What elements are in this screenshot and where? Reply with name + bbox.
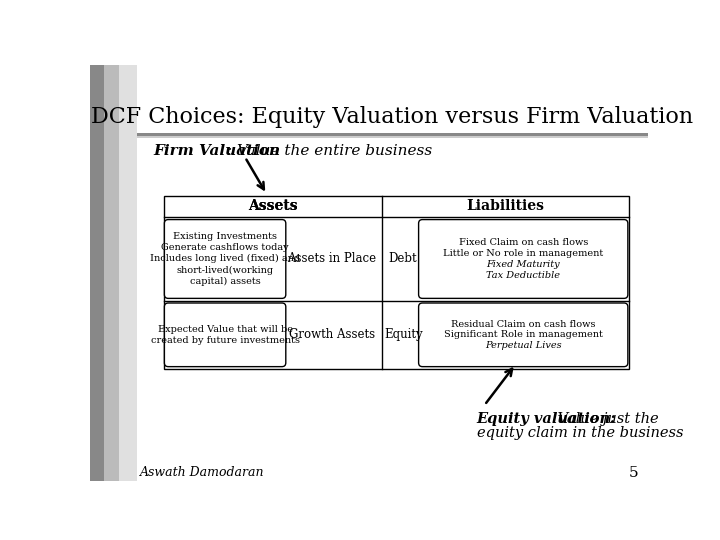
Bar bbox=[137, 136, 648, 138]
Text: Debt: Debt bbox=[388, 253, 417, 266]
Text: Tax Deductible: Tax Deductible bbox=[486, 271, 560, 280]
Text: Aswath Damodaran: Aswath Damodaran bbox=[140, 467, 265, 480]
Text: DCF Choices: Equity Valuation versus Firm Valuation: DCF Choices: Equity Valuation versus Fir… bbox=[91, 106, 693, 128]
FancyBboxPatch shape bbox=[164, 303, 286, 367]
Text: Growth Assets: Growth Assets bbox=[289, 328, 375, 341]
Bar bbox=[163, 195, 629, 369]
Text: Assets: Assets bbox=[248, 199, 297, 213]
Text: : Value the entire business: : Value the entire business bbox=[228, 144, 433, 158]
Text: Equity: Equity bbox=[384, 328, 423, 341]
Text: Equity valuation:: Equity valuation: bbox=[477, 412, 616, 426]
Text: Assets in Place: Assets in Place bbox=[287, 253, 377, 266]
Bar bbox=[104, 65, 120, 481]
Text: Liabilities: Liabilities bbox=[467, 199, 544, 213]
Bar bbox=[90, 65, 104, 481]
Text: Residual Claim on cash flows: Residual Claim on cash flows bbox=[451, 320, 595, 328]
Text: 5: 5 bbox=[629, 466, 639, 480]
Text: Value just the: Value just the bbox=[553, 412, 658, 426]
Bar bbox=[120, 65, 137, 481]
FancyBboxPatch shape bbox=[418, 220, 628, 299]
Text: Perpetual Lives: Perpetual Lives bbox=[485, 341, 562, 350]
Text: equity claim in the business: equity claim in the business bbox=[477, 426, 683, 440]
Text: Little or No role in management: Little or No role in management bbox=[443, 249, 603, 258]
Text: Fixed Claim on cash flows: Fixed Claim on cash flows bbox=[459, 238, 588, 247]
FancyBboxPatch shape bbox=[418, 303, 628, 367]
Text: Fixed Maturity: Fixed Maturity bbox=[487, 260, 560, 269]
Text: Assets: Assets bbox=[248, 199, 297, 213]
Text: Firm Valuation: Firm Valuation bbox=[153, 144, 281, 158]
Text: Significant Role in management: Significant Role in management bbox=[444, 330, 603, 339]
FancyBboxPatch shape bbox=[164, 220, 286, 299]
Text: Existing Investments
Generate cashflows today
Includes long lived (fixed) and
sh: Existing Investments Generate cashflows … bbox=[150, 232, 300, 286]
Bar bbox=[137, 132, 648, 136]
Text: Expected Value that will be
created by future investments: Expected Value that will be created by f… bbox=[150, 325, 300, 345]
